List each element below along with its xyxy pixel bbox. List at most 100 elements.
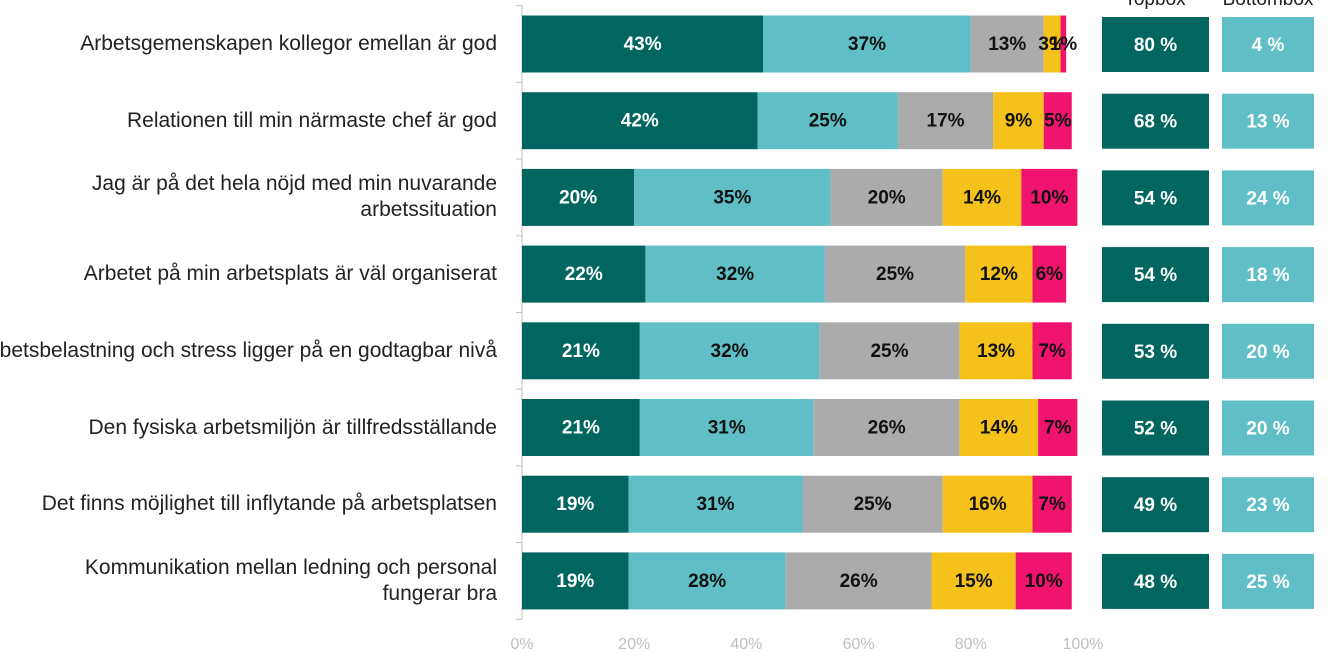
bottombox-label: 24 % (1246, 188, 1289, 209)
data-label: 37% (848, 34, 886, 55)
topbox (1102, 17, 1209, 72)
bar-segment (897, 92, 994, 150)
bottombox (1222, 17, 1314, 72)
data-label: 13% (988, 34, 1026, 55)
data-label: 22% (565, 264, 603, 285)
data-label: 25% (854, 494, 892, 515)
data-label: 25% (870, 341, 908, 362)
bar-segment (634, 168, 831, 226)
bar-segment (1021, 168, 1078, 226)
column-header: Topbox (1124, 0, 1186, 10)
data-label: 9% (1005, 111, 1033, 132)
data-label: 16% (969, 494, 1007, 515)
bar-segment (639, 399, 814, 456)
category-label: Arbetet på min arbetsplats är väl organi… (83, 262, 497, 286)
bar-segment (763, 15, 971, 73)
topbox-label: 68 % (1134, 112, 1177, 133)
bottombox (1222, 247, 1314, 303)
data-label: 19% (556, 571, 594, 592)
topbox-label: 49 % (1134, 495, 1177, 516)
bar-segment (942, 168, 1022, 226)
data-label: 26% (840, 571, 878, 592)
bar-segment (522, 92, 758, 150)
data-label: 31% (708, 418, 746, 439)
data-label: 10% (1025, 571, 1063, 592)
bar-segment (522, 245, 646, 303)
data-label: 13% (977, 341, 1015, 362)
bar-segment (1060, 15, 1067, 73)
data-label: 10% (1030, 187, 1068, 208)
bottombox (1222, 400, 1314, 456)
bottombox-label: 20 % (1246, 342, 1289, 363)
bar-segment (522, 322, 640, 380)
column-header: Bottombox (1223, 0, 1314, 10)
category-label: Jag är på det hela nöjd med min nuvarand… (91, 172, 497, 222)
bar-segment (522, 15, 764, 73)
data-label: 14% (963, 187, 1001, 208)
bar-segment (970, 15, 1044, 73)
bar-segment (965, 245, 1033, 303)
bottombox-label: 18 % (1246, 265, 1289, 286)
bar-segment (802, 475, 943, 533)
data-label: 7% (1038, 494, 1066, 515)
bar-segment (1038, 399, 1078, 456)
data-label: 15% (955, 571, 993, 592)
topbox (1102, 323, 1209, 379)
bar-segment (959, 399, 1039, 456)
bottombox (1222, 93, 1314, 149)
topbox (1102, 553, 1209, 609)
data-label: 12% (980, 264, 1018, 285)
bottombox-label: 20 % (1246, 419, 1289, 440)
topbox (1102, 93, 1209, 149)
bar-segment (993, 92, 1044, 150)
bottombox-label: 4 % (1252, 35, 1285, 56)
bar-segment (1043, 92, 1072, 150)
topbox (1102, 477, 1209, 533)
data-label: 32% (716, 264, 754, 285)
data-label: 32% (711, 341, 749, 362)
data-label: 21% (562, 418, 600, 439)
category-label: Kommunikation mellan ledning och persona… (84, 555, 497, 605)
category-label: Relationen till min närmaste chef är god (126, 108, 497, 132)
data-label: 43% (624, 34, 662, 55)
topbox (1102, 400, 1209, 456)
bottombox-label: 25 % (1246, 572, 1289, 593)
bar-segment (1043, 15, 1061, 73)
topbox (1102, 247, 1209, 303)
bar-segment (830, 168, 943, 226)
data-label: 20% (868, 187, 906, 208)
bar-segment (1032, 475, 1072, 533)
topbox-label: 54 % (1134, 188, 1177, 209)
bar-segment (639, 322, 820, 380)
data-label: 6% (1036, 264, 1064, 285)
category-label: Arbetsgemenskapen kollegor emellan är go… (80, 32, 497, 55)
x-tick-label: 0% (510, 636, 533, 653)
data-label: 25% (876, 264, 914, 285)
data-label: 35% (713, 187, 751, 208)
bar-segment (959, 322, 1033, 380)
bar-segment (824, 245, 966, 303)
bottombox-label: 13 % (1246, 112, 1289, 133)
data-label: 7% (1038, 341, 1066, 362)
bar-segment (522, 399, 640, 456)
data-label: 20% (559, 187, 597, 208)
data-label: 21% (562, 341, 600, 362)
x-tick-label: 80% (955, 636, 987, 653)
data-label: 42% (621, 111, 659, 132)
bottombox-label: 23 % (1246, 495, 1289, 516)
data-label: 1% (1050, 34, 1078, 55)
bar-segment (942, 475, 1033, 533)
bottombox (1222, 170, 1314, 226)
topbox-label: 80 % (1134, 35, 1177, 56)
bar-segment (522, 475, 629, 533)
bar-segment (522, 552, 629, 610)
bar-segment (645, 245, 825, 303)
category-label: Det finns möjlighet till inflytande på a… (41, 492, 497, 516)
bar-segment (785, 552, 932, 610)
bottombox (1222, 553, 1314, 609)
data-label: 28% (688, 571, 726, 592)
bar-segment (628, 475, 803, 533)
topbox-label: 52 % (1134, 419, 1177, 440)
